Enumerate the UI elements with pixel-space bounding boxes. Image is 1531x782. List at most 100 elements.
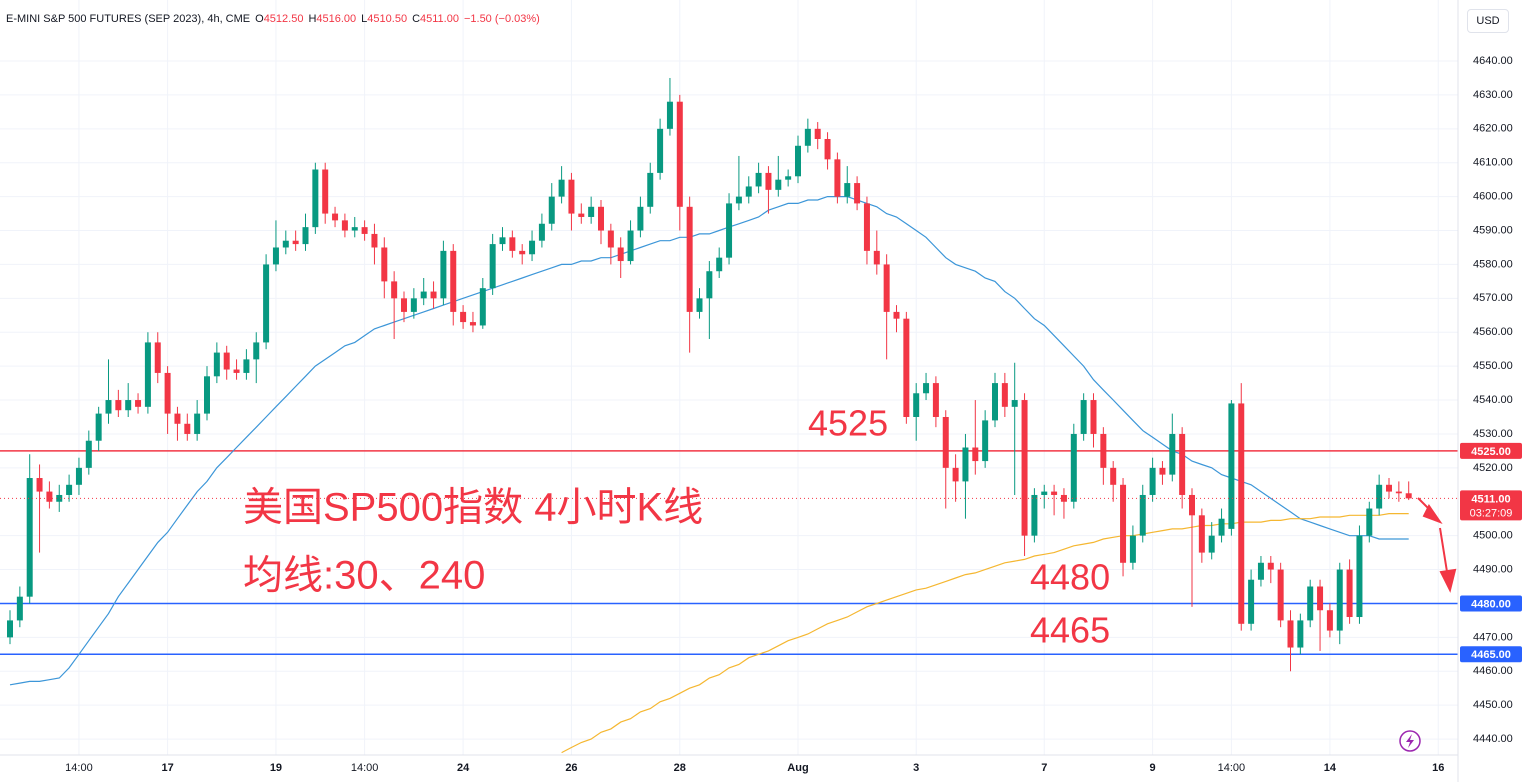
y-tick-label: 4450.00 <box>1473 699 1513 711</box>
last-price-tag <box>1460 490 1522 521</box>
annotation: 4480 <box>1030 557 1110 598</box>
y-tick-label: 4590.00 <box>1473 224 1513 236</box>
candle-body <box>115 400 122 411</box>
candle-body <box>568 179 575 214</box>
x-tick-label: 24 <box>457 762 470 774</box>
candle-body <box>844 183 851 197</box>
candle-body <box>66 484 73 495</box>
candle-body <box>1326 610 1333 631</box>
candle-body <box>164 372 171 414</box>
y-tick-label: 4550.00 <box>1473 360 1513 372</box>
ohlc-value: 4511.00 <box>420 13 459 25</box>
candle-body <box>538 223 545 241</box>
candle-body <box>1238 403 1245 624</box>
candle-body <box>588 206 595 217</box>
candle-body <box>282 240 289 248</box>
candle-body <box>903 318 910 417</box>
candle-body <box>1129 535 1136 563</box>
candle-body <box>1070 433 1077 502</box>
candle-body <box>1189 494 1195 516</box>
candle-body <box>381 247 388 282</box>
candle-body <box>361 227 368 234</box>
y-tick-label: 4440.00 <box>1473 733 1513 745</box>
currency-button[interactable]: USD <box>1467 9 1509 33</box>
change: −1.50 (−0.03%) <box>463 13 540 25</box>
candle-body <box>401 298 407 312</box>
candle-body <box>1169 433 1176 475</box>
candle-body <box>529 240 536 255</box>
y-tick-label: 4610.00 <box>1473 157 1513 169</box>
annotation: 均线:30、240 <box>243 554 485 598</box>
candle-body <box>1051 491 1058 495</box>
candle-body <box>598 206 604 231</box>
candle-body <box>509 237 516 251</box>
candle-body <box>135 400 142 407</box>
candle-body <box>1100 433 1107 468</box>
candle-body <box>519 250 526 255</box>
candle-body <box>1031 494 1038 536</box>
ohlc-field: L4510.50 <box>361 13 407 25</box>
annotation: 4525 <box>808 403 888 444</box>
candle-body <box>95 413 102 441</box>
candle-body <box>854 183 861 204</box>
candle-body <box>243 359 250 373</box>
y-tick-label: 4490.00 <box>1473 563 1513 575</box>
candle-body <box>627 230 634 262</box>
candle-body <box>213 352 220 377</box>
candle-body <box>450 250 457 312</box>
x-tick-label: 26 <box>565 762 577 774</box>
candle-body <box>7 620 13 638</box>
candle-body <box>706 271 713 299</box>
x-tick-label: 14 <box>1324 762 1337 774</box>
candle-body <box>489 244 496 289</box>
candle-body <box>824 138 831 160</box>
candle-body <box>982 420 989 462</box>
candle-body <box>174 413 181 424</box>
candle-body <box>923 383 930 394</box>
candle-body <box>1287 620 1294 648</box>
y-tick-label: 4460.00 <box>1473 665 1513 677</box>
candle-body <box>1198 515 1205 553</box>
candle-body <box>942 416 949 468</box>
y-tick-label: 4520.00 <box>1473 462 1513 474</box>
ohlc-value: 4512.50 <box>263 13 304 25</box>
candle-body <box>144 342 151 407</box>
y-tick-label: 4560.00 <box>1473 326 1513 338</box>
candle-body <box>46 491 53 502</box>
candle-body <box>154 342 161 373</box>
candle-body <box>1386 484 1392 492</box>
candle-body <box>351 227 358 231</box>
candle-body <box>479 288 486 326</box>
candle-body <box>56 494 63 502</box>
candle-body <box>992 383 998 421</box>
countdown: 03:27:09 <box>1470 507 1513 519</box>
candle-body <box>1120 484 1127 563</box>
arrows <box>1417 497 1457 593</box>
candle-body <box>1336 569 1343 631</box>
candle-body <box>332 213 339 221</box>
candle-body <box>125 400 132 411</box>
moving-average <box>561 513 1409 754</box>
x-tick-label: 28 <box>674 762 686 774</box>
ohlc-field: C4511.00 <box>412 13 459 25</box>
candle-body <box>1267 562 1274 570</box>
candle-body <box>686 206 693 312</box>
plot <box>0 77 1458 754</box>
x-tick-label: 14:00 <box>1218 762 1246 774</box>
candle-body <box>932 383 939 417</box>
candle-body <box>36 478 43 492</box>
candle-body <box>223 352 230 370</box>
candle-body <box>1317 586 1324 611</box>
candle-body <box>1159 467 1166 475</box>
ohlc-key: L <box>361 13 368 25</box>
candle-body <box>617 247 624 262</box>
y-tick-label: 4640.00 <box>1473 55 1513 67</box>
candle-body <box>716 257 723 272</box>
level-tag-label: 4465.00 <box>1471 649 1511 661</box>
x-tick-label: 17 <box>161 762 173 774</box>
x-tick-label: 3 <box>913 762 919 774</box>
alert-icon[interactable] <box>1399 730 1421 752</box>
candle-body <box>1346 569 1353 618</box>
candle-body <box>26 478 33 597</box>
candle-body <box>391 281 398 299</box>
